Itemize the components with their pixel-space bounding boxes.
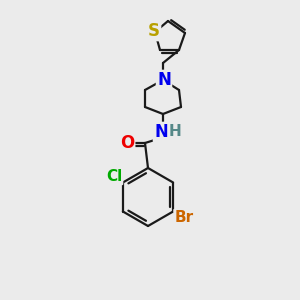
Text: S: S	[148, 22, 160, 40]
Text: Br: Br	[175, 210, 194, 225]
Text: N: N	[157, 71, 171, 89]
Text: O: O	[120, 134, 134, 152]
Text: Cl: Cl	[106, 169, 122, 184]
Text: H: H	[169, 124, 182, 140]
Text: N: N	[154, 123, 168, 141]
